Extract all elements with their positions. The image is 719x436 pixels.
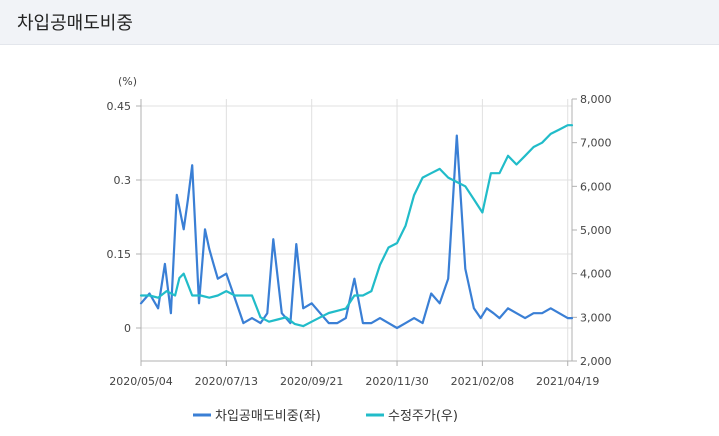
y-left-unit-label: (%)	[118, 75, 137, 88]
y-left-tick-labels: 0 0.15 0.3 0.45	[107, 100, 132, 335]
y-left-tick-label: 0	[124, 322, 131, 335]
y-right-tick-label: 2,000	[580, 355, 612, 368]
x-tick-label: 2021/02/08	[451, 375, 514, 388]
x-tick-label: 2020/05/04	[109, 375, 172, 388]
x-tick-labels: 2020/05/04 2020/07/13 2020/09/21 2020/11/30…	[109, 375, 599, 388]
y-left-tick-label: 0.45	[107, 100, 132, 113]
header-bar: 차입공매도비중	[0, 0, 719, 45]
legend-label-series-1: 차입공매도비중(좌)	[215, 409, 321, 424]
x-tick-label: 2020/07/13	[195, 375, 258, 388]
y-left-tick-label: 0.15	[107, 248, 132, 261]
series-line-1	[139, 134, 574, 330]
y-right-tick-label: 4,000	[580, 268, 612, 281]
x-tick-label: 2021/04/19	[536, 375, 599, 388]
y-right-tick-labels: 2,000 3,000 4,000 5,000 6,000 7,000 8,000	[580, 93, 612, 368]
legend: 차입공매도비중(좌) 수정주가(우)	[193, 409, 458, 424]
series-line-2	[139, 124, 574, 328]
x-tick-label: 2020/09/21	[280, 375, 343, 388]
x-tick-label: 2020/11/30	[365, 375, 428, 388]
y-right-tick-label: 8,000	[580, 93, 612, 106]
y-right-tick-label: 7,000	[580, 137, 612, 150]
y-left-tick-label: 0.3	[114, 174, 132, 187]
page-title: 차입공매도비중	[17, 13, 133, 34]
axes	[136, 98, 577, 366]
legend-label-series-2: 수정주가(우)	[388, 409, 458, 424]
y-right-tick-label: 3,000	[580, 311, 612, 324]
series-lines	[139, 124, 574, 330]
y-right-tick-label: 6,000	[580, 180, 612, 193]
y-right-tick-label: 5,000	[580, 224, 612, 237]
